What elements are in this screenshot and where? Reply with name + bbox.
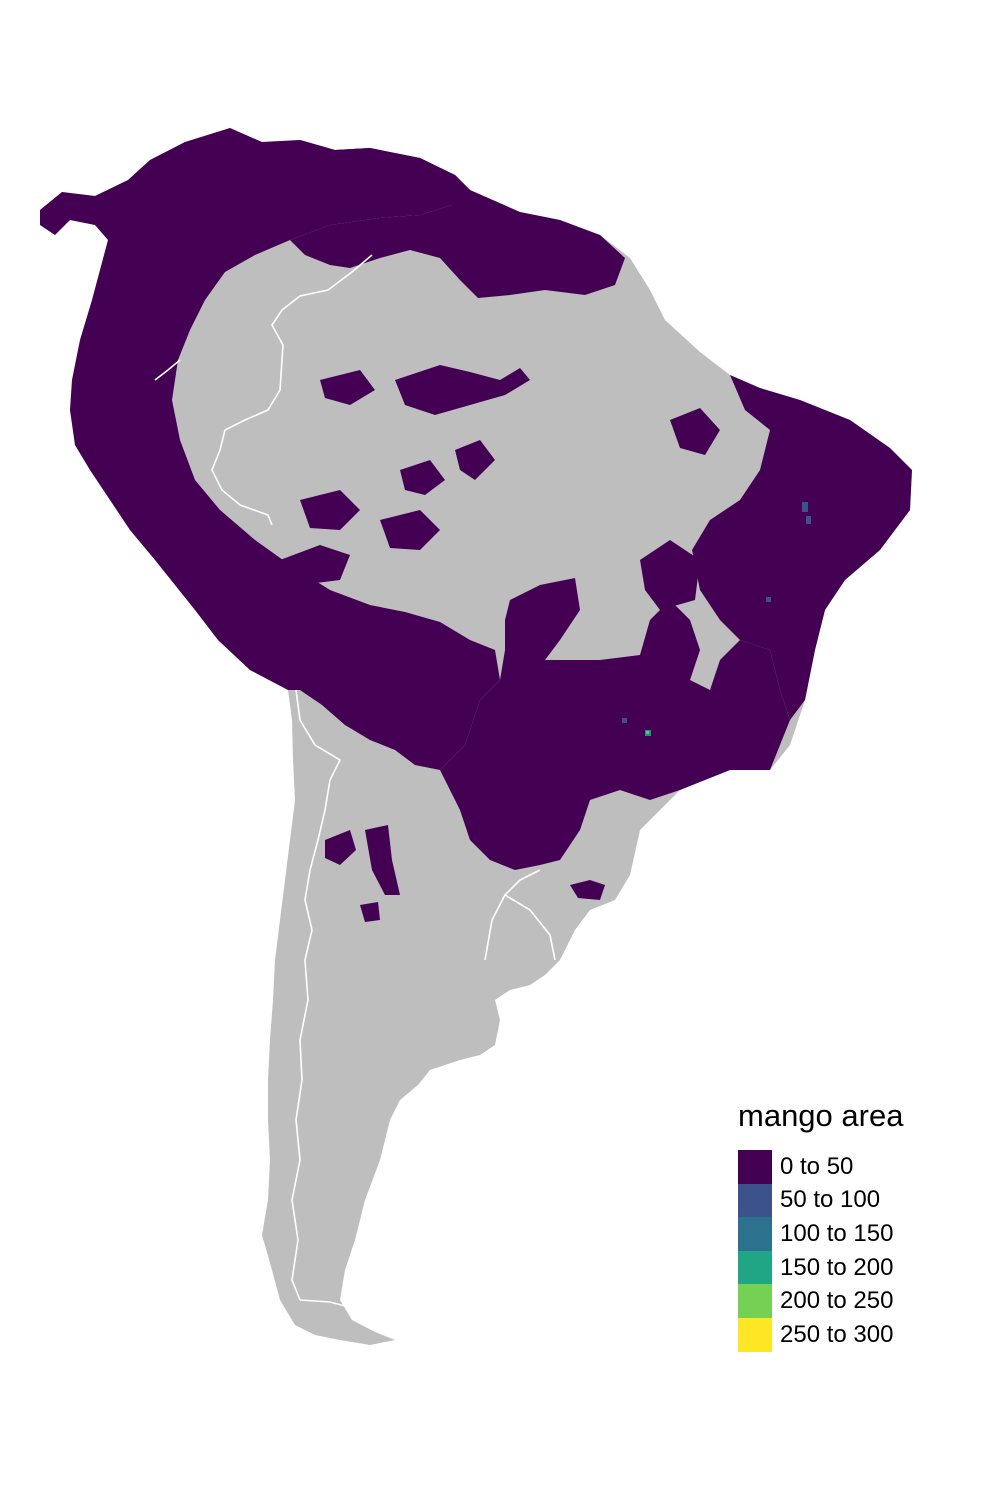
- legend-swatch: [738, 1250, 772, 1285]
- legend-label: 50 to 100: [780, 1186, 881, 1214]
- legend-item: 100 to 150: [738, 1217, 903, 1251]
- legend-item: 50 to 100: [738, 1183, 903, 1218]
- legend-item: 250 to 300: [738, 1317, 903, 1352]
- legend-label: 200 to 250: [780, 1287, 894, 1315]
- legend-swatch: [738, 1217, 772, 1251]
- legend-title: mango area: [738, 1098, 904, 1133]
- legend-swatch: [738, 1150, 772, 1184]
- map-legend: mango area 0 to 50 50 to 100 100 to 150 150…: [738, 1100, 903, 1352]
- legend-label: 0 to 50: [780, 1152, 854, 1180]
- legend-label: 250 to 300: [780, 1320, 894, 1348]
- legend-label: 150 to 200: [780, 1253, 894, 1281]
- legend-item: 0 to 50: [738, 1150, 903, 1184]
- legend-swatch: [738, 1317, 772, 1352]
- legend-swatch: [738, 1284, 772, 1318]
- legend-items: 0 to 50 50 to 100 100 to 150 150 to 200 200 …: [738, 1150, 903, 1352]
- high-value-cells: [622, 502, 811, 736]
- legend-item: 200 to 250: [738, 1284, 903, 1318]
- legend-label: 100 to 150: [780, 1219, 894, 1247]
- legend-swatch: [738, 1183, 772, 1218]
- coverage-regions: [40, 128, 912, 922]
- legend-item: 150 to 200: [738, 1250, 903, 1285]
- country-borders: [154, 254, 556, 1311]
